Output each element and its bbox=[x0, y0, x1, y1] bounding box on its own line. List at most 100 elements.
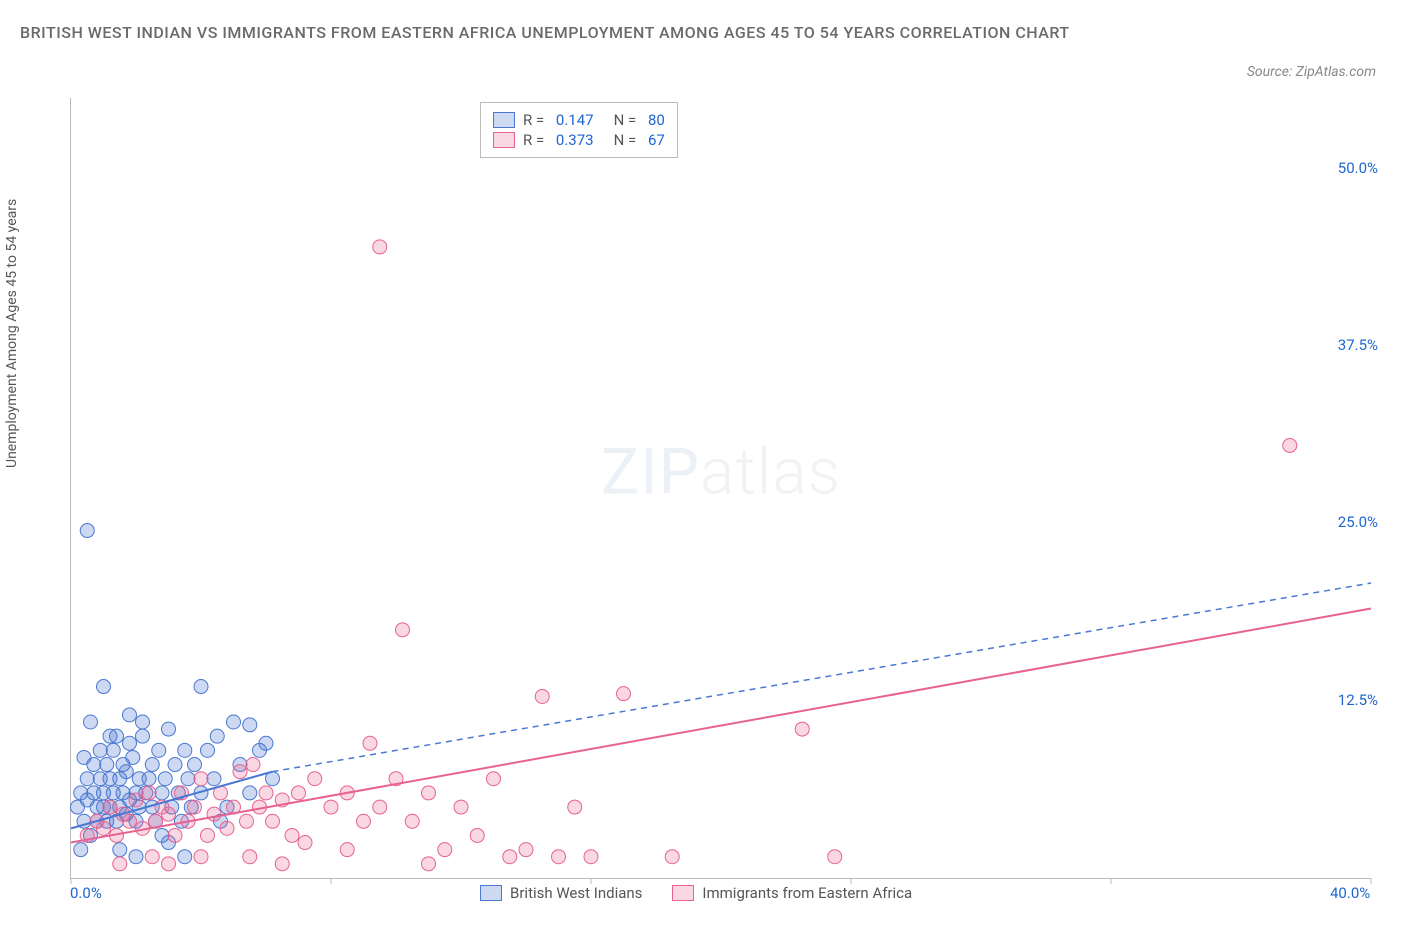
data-point bbox=[438, 843, 452, 857]
chart-title: BRITISH WEST INDIAN VS IMMIGRANTS FROM E… bbox=[20, 20, 1120, 46]
legend-swatch bbox=[672, 885, 694, 901]
data-point bbox=[136, 715, 150, 729]
data-point bbox=[194, 680, 208, 694]
data-point bbox=[470, 828, 484, 842]
data-point bbox=[298, 836, 312, 850]
data-point bbox=[119, 765, 133, 779]
y-axis-label: Unemployment Among Ages 45 to 54 years bbox=[4, 199, 20, 468]
data-point bbox=[266, 814, 280, 828]
r-label: R = bbox=[523, 131, 548, 149]
data-point bbox=[373, 800, 387, 814]
stats-legend: R = 0.147 N = 80 R = 0.373 N = 67 bbox=[480, 102, 678, 158]
data-point bbox=[487, 772, 501, 786]
data-point bbox=[145, 850, 159, 864]
data-point bbox=[220, 821, 234, 835]
data-point bbox=[168, 758, 182, 772]
data-point bbox=[828, 850, 842, 864]
data-point bbox=[80, 524, 94, 538]
data-point bbox=[552, 850, 566, 864]
data-point bbox=[126, 750, 140, 764]
legend-swatch bbox=[480, 885, 502, 901]
data-point bbox=[243, 718, 257, 732]
data-point bbox=[285, 828, 299, 842]
data-point bbox=[77, 750, 91, 764]
data-point bbox=[168, 828, 182, 842]
series-name: British West Indians bbox=[510, 884, 642, 902]
data-point bbox=[129, 793, 143, 807]
trend-line-extended bbox=[273, 583, 1372, 772]
data-point bbox=[106, 743, 120, 757]
data-point bbox=[665, 850, 679, 864]
data-point bbox=[795, 722, 809, 736]
data-point bbox=[155, 828, 169, 842]
scatter-svg bbox=[71, 98, 1371, 878]
r-label: R = bbox=[523, 111, 548, 129]
data-point bbox=[178, 850, 192, 864]
r-value: 0.373 bbox=[556, 131, 594, 149]
data-point bbox=[1283, 438, 1297, 452]
data-point bbox=[324, 800, 338, 814]
data-point bbox=[201, 828, 215, 842]
data-point bbox=[129, 850, 143, 864]
data-point bbox=[422, 857, 436, 871]
data-point bbox=[240, 814, 254, 828]
data-point bbox=[503, 850, 517, 864]
data-point bbox=[181, 772, 195, 786]
data-point bbox=[103, 729, 117, 743]
x-tick-label: 0.0% bbox=[70, 884, 102, 902]
data-point bbox=[194, 850, 208, 864]
data-point bbox=[97, 821, 111, 835]
data-point bbox=[535, 689, 549, 703]
series-legend-item: Immigrants from Eastern Africa bbox=[672, 884, 912, 902]
data-point bbox=[519, 843, 533, 857]
data-point bbox=[357, 814, 371, 828]
trend-line bbox=[71, 609, 1371, 843]
data-point bbox=[188, 800, 202, 814]
legend-swatch bbox=[493, 112, 515, 128]
data-point bbox=[178, 743, 192, 757]
data-point bbox=[243, 786, 257, 800]
data-point bbox=[123, 708, 137, 722]
data-point bbox=[259, 786, 273, 800]
data-point bbox=[227, 715, 241, 729]
correlation-chart: BRITISH WEST INDIAN VS IMMIGRANTS FROM E… bbox=[20, 20, 1386, 910]
data-point bbox=[243, 850, 257, 864]
data-point bbox=[100, 758, 114, 772]
data-point bbox=[152, 743, 166, 757]
data-point bbox=[93, 743, 107, 757]
data-point bbox=[363, 736, 377, 750]
data-point bbox=[275, 857, 289, 871]
data-point bbox=[246, 758, 260, 772]
data-point bbox=[259, 736, 273, 750]
r-value: 0.147 bbox=[556, 111, 594, 129]
data-point bbox=[74, 843, 88, 857]
data-point bbox=[340, 843, 354, 857]
n-value: 67 bbox=[648, 131, 665, 149]
data-point bbox=[201, 743, 215, 757]
data-point bbox=[97, 680, 111, 694]
data-point bbox=[210, 729, 224, 743]
data-point bbox=[84, 715, 98, 729]
n-label: N = bbox=[614, 111, 640, 129]
data-point bbox=[405, 814, 419, 828]
stats-legend-row: R = 0.147 N = 80 bbox=[493, 111, 665, 129]
series-name: Immigrants from Eastern Africa bbox=[702, 884, 912, 902]
data-point bbox=[617, 687, 631, 701]
data-point bbox=[188, 758, 202, 772]
data-point bbox=[292, 786, 306, 800]
data-point bbox=[568, 800, 582, 814]
data-point bbox=[454, 800, 468, 814]
data-point bbox=[142, 772, 156, 786]
series-legend-item: British West Indians bbox=[480, 884, 642, 902]
data-point bbox=[113, 843, 127, 857]
stats-legend-row: R = 0.373 N = 67 bbox=[493, 131, 665, 149]
data-point bbox=[373, 240, 387, 254]
n-label: N = bbox=[614, 131, 640, 149]
data-point bbox=[155, 786, 169, 800]
data-point bbox=[422, 786, 436, 800]
data-point bbox=[136, 729, 150, 743]
source-attribution: Source: ZipAtlas.com bbox=[1247, 64, 1376, 80]
y-tick-label: 50.0% bbox=[1338, 159, 1378, 177]
data-point bbox=[584, 850, 598, 864]
y-tick-label: 12.5% bbox=[1338, 691, 1378, 709]
